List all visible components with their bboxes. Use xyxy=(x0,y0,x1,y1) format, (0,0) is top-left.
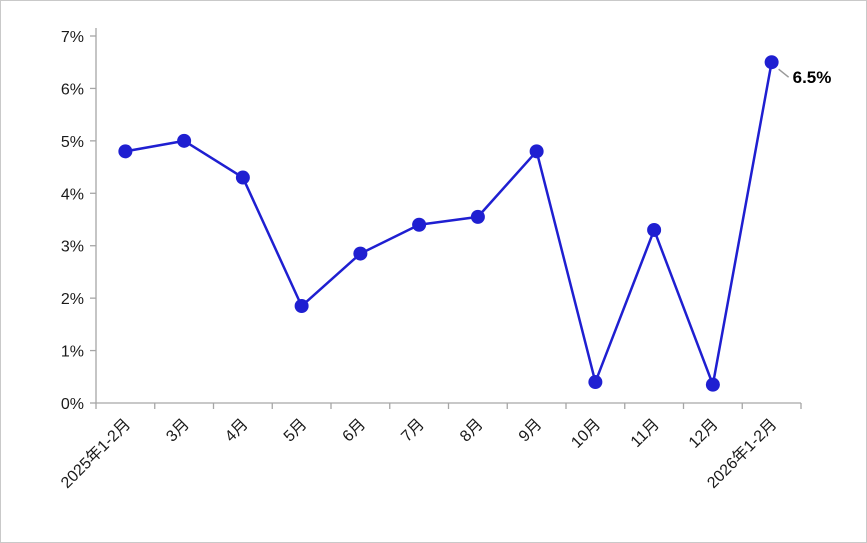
y-axis-label: 6% xyxy=(61,81,84,98)
data-point xyxy=(118,144,133,159)
x-axis-label: 6月 xyxy=(340,416,370,446)
data-point xyxy=(529,144,544,159)
data-point xyxy=(705,377,720,392)
data-point xyxy=(470,209,485,224)
y-axis-label: 1% xyxy=(61,344,84,361)
data-point-label: 6.5% xyxy=(793,68,832,87)
annotation-leader-line xyxy=(778,68,790,78)
x-axis-label: 3月 xyxy=(163,416,193,446)
data-point xyxy=(177,133,192,148)
x-axis-label: 10月 xyxy=(568,416,604,452)
y-axis-label: 3% xyxy=(61,239,84,256)
y-axis-label: 2% xyxy=(61,291,84,308)
data-line xyxy=(125,61,773,386)
data-point xyxy=(353,246,368,261)
x-axis-label: 2025年1-2月 xyxy=(57,415,134,492)
data-point xyxy=(588,375,603,390)
data-point xyxy=(235,170,250,185)
x-axis-label: 8月 xyxy=(457,416,487,446)
data-point xyxy=(647,222,662,237)
y-axis-label: 0% xyxy=(61,396,84,413)
x-axis-label: 7月 xyxy=(398,416,428,446)
x-axis-label: 12月 xyxy=(686,416,722,452)
x-axis-label: 5月 xyxy=(281,416,311,446)
x-axis-label: 4月 xyxy=(222,416,252,446)
x-axis-label: 11月 xyxy=(628,416,663,451)
y-axis-label: 5% xyxy=(61,134,84,151)
y-axis-label: 7% xyxy=(61,29,84,46)
y-axis-label: 4% xyxy=(61,186,84,203)
x-axis-label: 9月 xyxy=(516,416,546,446)
data-point xyxy=(764,55,779,70)
data-point xyxy=(412,217,427,232)
data-point xyxy=(294,299,309,314)
